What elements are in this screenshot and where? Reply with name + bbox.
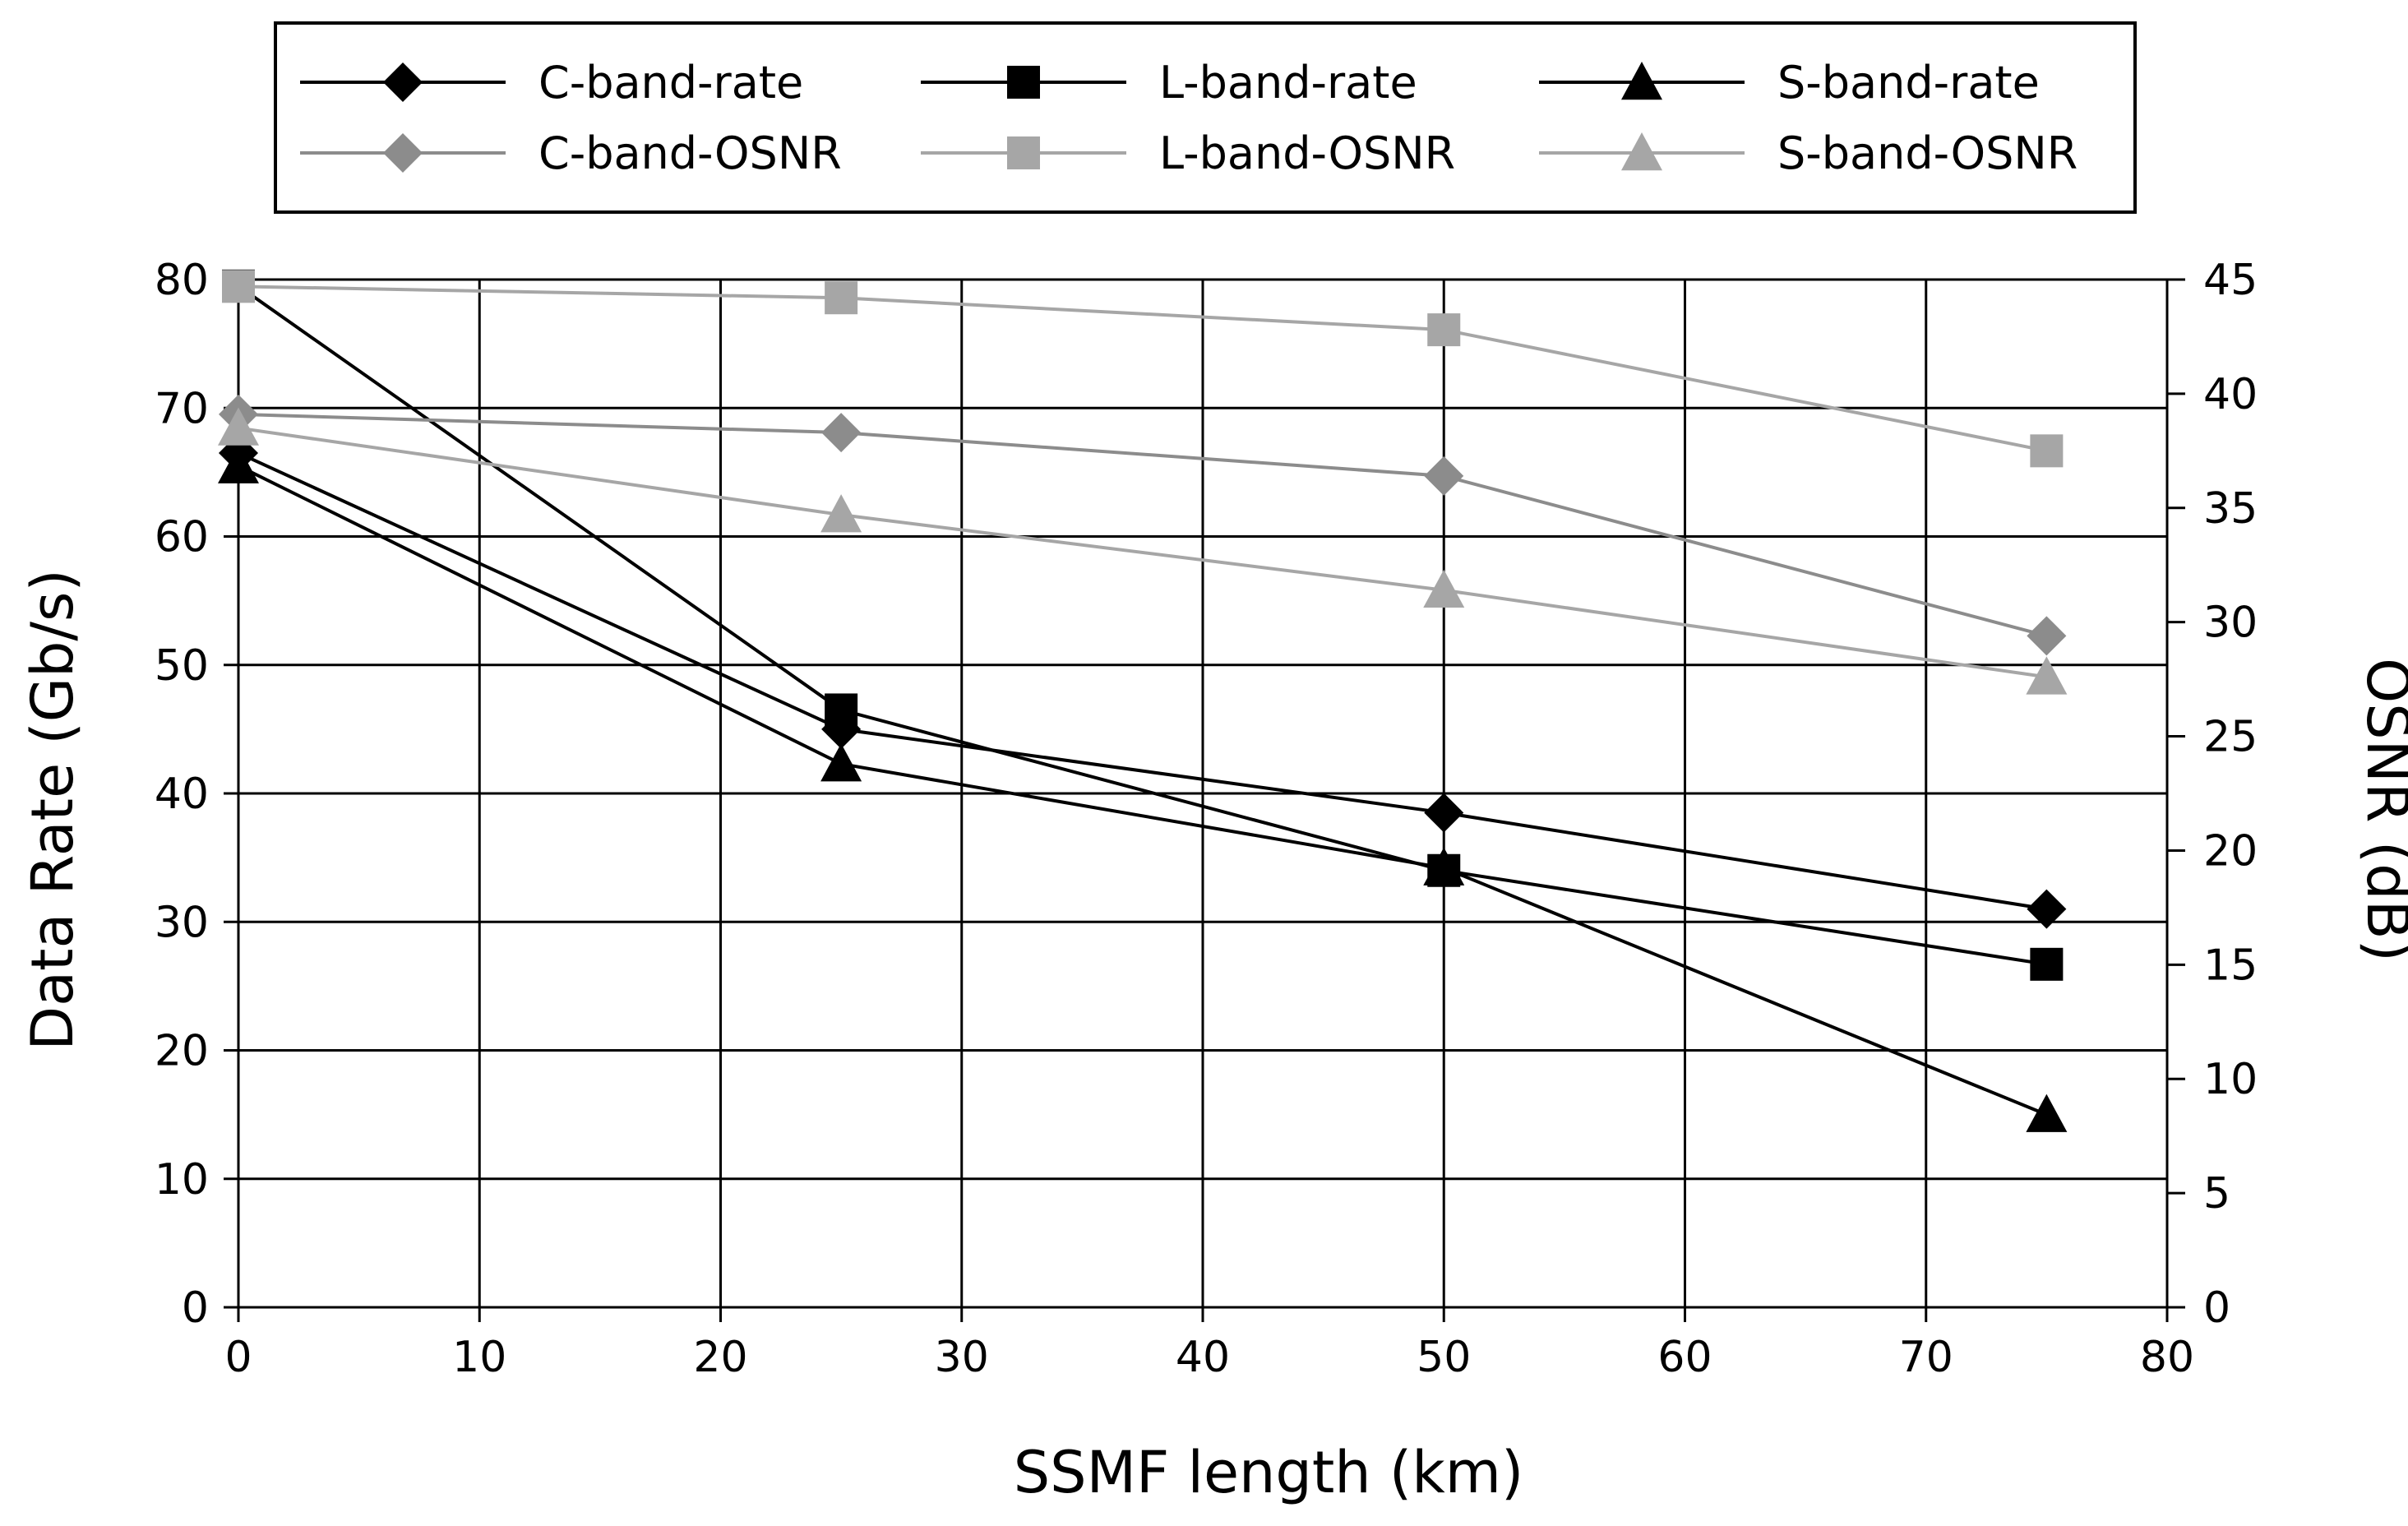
y2-tick-label: 45 (2203, 256, 2258, 305)
legend-label: C-band-rate (538, 57, 803, 109)
point-S-band-OSNR (1423, 569, 1465, 608)
y2-tick-label: 30 (2203, 599, 2258, 648)
x-tick-label: 70 (1899, 1333, 1953, 1382)
series-layer (218, 269, 2068, 1132)
legend-label: S-band-rate (1777, 57, 2040, 109)
point-L-band-OSNR (1427, 313, 1461, 347)
legend-item-L-band-OSNR: L-band-OSNR (921, 127, 1455, 179)
y2-tick-label: 25 (2203, 713, 2258, 762)
point-L-band-OSNR (2030, 434, 2064, 468)
legend-marker (1007, 136, 1040, 169)
y-tick-label: 70 (155, 384, 209, 433)
series-L-band-rate (222, 269, 2064, 981)
legend-marker (383, 62, 423, 102)
legend-marker (1621, 62, 1662, 100)
legend-item-C-band-rate: C-band-rate (300, 57, 803, 109)
point-C-band-rate (2027, 889, 2067, 929)
grid (237, 278, 2169, 1309)
legend-item-L-band-rate: L-band-rate (921, 57, 1417, 109)
point-S-band-rate (218, 445, 259, 483)
y2-tick-label: 35 (2203, 484, 2258, 534)
line-L-band-OSNR (238, 284, 2047, 453)
point-S-band-OSNR (218, 407, 259, 446)
y2-tick-label: 40 (2203, 370, 2258, 419)
point-L-band-OSNR (222, 270, 255, 303)
point-C-band-OSNR (1424, 455, 1464, 496)
legend-marker (1007, 66, 1040, 99)
x-tick-label: 40 (1176, 1333, 1230, 1382)
series-S-band-rate (218, 445, 2068, 1132)
y2-tick-label: 10 (2203, 1055, 2258, 1104)
x-axis-title: SSMF length (km) (1014, 1439, 1524, 1506)
x-tick-label: 50 (1417, 1333, 1471, 1382)
y-tick-label: 30 (155, 898, 209, 947)
legend-item-S-band-rate: S-band-rate (1539, 57, 2040, 109)
y-tick-label: 40 (155, 770, 209, 819)
legend: C-band-rate L-band-rate S-band-rate C-band-… (274, 21, 2137, 214)
series-C-band-OSNR (219, 394, 2067, 656)
y-tick-label: 0 (182, 1283, 209, 1333)
point-L-band-rate (825, 693, 858, 727)
y2-tick-label: 5 (2203, 1169, 2230, 1218)
point-S-band-rate (2026, 1094, 2068, 1132)
y-tick-label: 80 (155, 256, 209, 305)
y-tick-label: 10 (155, 1155, 209, 1205)
x-tick-label: 20 (693, 1333, 747, 1382)
point-S-band-rate (1423, 847, 1465, 886)
legend-label: S-band-OSNR (1777, 127, 2078, 179)
line-S-band-OSNR (238, 426, 2047, 679)
x-tick-label: 10 (452, 1333, 506, 1382)
point-L-band-rate (2030, 947, 2064, 981)
y-tick-label: 60 (155, 513, 209, 562)
point-C-band-OSNR (821, 413, 862, 453)
legend-label: L-band-OSNR (1159, 127, 1455, 179)
legend-item-C-band-OSNR: C-band-OSNR (300, 127, 842, 179)
y2-tick-label: 15 (2203, 941, 2258, 990)
point-L-band-OSNR (825, 281, 858, 315)
point-S-band-rate (820, 743, 862, 782)
point-C-band-rate (1424, 793, 1464, 833)
x-tick-label: 0 (224, 1333, 252, 1382)
y2-axis-title: OSNR (dB) (2354, 658, 2408, 962)
point-C-band-OSNR (2027, 616, 2067, 656)
y2-tick-label: 0 (2203, 1283, 2230, 1333)
y-tick-label: 20 (155, 1027, 209, 1076)
legend-label: C-band-OSNR (538, 127, 842, 179)
legend-item-S-band-OSNR: S-band-OSNR (1539, 127, 2078, 179)
x-tick-label: 30 (935, 1333, 989, 1382)
axes: 0 10 20 30 40 50 60 70 8001020304050607080051015… (155, 256, 2258, 1382)
legend-marker (383, 133, 423, 173)
y2-tick-label: 20 (2203, 826, 2258, 876)
point-S-band-OSNR (2026, 656, 2068, 695)
point-S-band-OSNR (820, 494, 862, 533)
legend-marker (1621, 132, 1662, 171)
line-S-band-rate (238, 464, 2048, 1117)
line-C-band-OSNR (238, 412, 2047, 638)
legend-label: L-band-rate (1159, 57, 1417, 109)
series-C-band-rate (219, 432, 2067, 929)
series-S-band-OSNR (218, 407, 2068, 695)
x-tick-label: 80 (2140, 1333, 2194, 1382)
y-axis-title: Data Rate (Gb/s) (19, 569, 86, 1051)
series-L-band-OSNR (222, 270, 2064, 468)
x-tick-label: 60 (1657, 1333, 1712, 1382)
line-L-band-rate (237, 284, 2047, 966)
y-tick-label: 50 (155, 641, 209, 691)
legend-box (274, 21, 2137, 214)
line-C-band-rate (238, 451, 2047, 911)
